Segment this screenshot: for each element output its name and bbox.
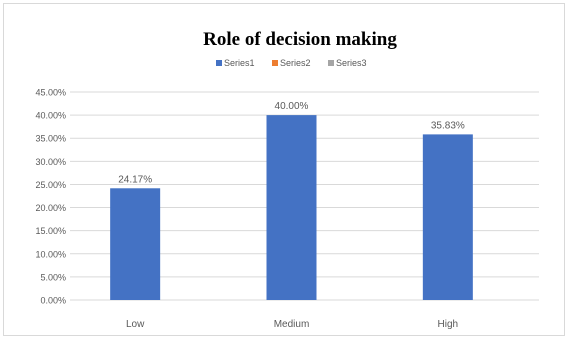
chart-title: Role of decision making xyxy=(203,29,397,50)
chart-svg: Role of decision making Series1 Series2 Se… xyxy=(35,29,539,330)
y-tick-label: 40.00% xyxy=(35,111,66,121)
legend-swatch xyxy=(328,60,334,66)
legend-swatch xyxy=(216,60,222,66)
y-tick-label: 0.00% xyxy=(40,296,66,306)
x-tick-label: High xyxy=(438,319,459,330)
y-tick-label: 25.00% xyxy=(35,180,66,190)
data-labels: 24.17% 40.00% 35.83% xyxy=(118,101,465,185)
legend-label: Series3 xyxy=(336,58,367,68)
bar-medium xyxy=(266,115,317,300)
y-tick-label: 35.00% xyxy=(35,134,66,144)
bar-high xyxy=(422,134,473,300)
legend-swatch xyxy=(272,60,278,66)
y-tick-label: 5.00% xyxy=(40,272,66,282)
x-tick-label: Low xyxy=(126,319,145,330)
legend-label: Series1 xyxy=(224,58,255,68)
bar-low xyxy=(110,188,161,300)
y-tick-label: 30.00% xyxy=(35,157,66,167)
legend: Series1 Series2 Series3 xyxy=(216,58,367,68)
x-axis: Low Medium High xyxy=(126,319,458,330)
data-label: 35.83% xyxy=(431,120,465,131)
legend-label: Series2 xyxy=(280,58,311,68)
y-axis: 0.00% 5.00% 10.00% 15.00% 20.00% 25.00% 30.00%… xyxy=(35,88,66,306)
y-tick-label: 45.00% xyxy=(35,88,66,98)
data-label: 24.17% xyxy=(118,174,152,185)
chart-frame: Role of decision making Series1 Series2 Se… xyxy=(3,3,565,336)
y-tick-label: 10.00% xyxy=(35,249,66,259)
y-tick-label: 20.00% xyxy=(35,203,66,213)
data-label: 40.00% xyxy=(275,101,309,112)
bars xyxy=(110,115,473,300)
x-tick-label: Medium xyxy=(274,319,310,330)
y-tick-label: 15.00% xyxy=(35,226,66,236)
